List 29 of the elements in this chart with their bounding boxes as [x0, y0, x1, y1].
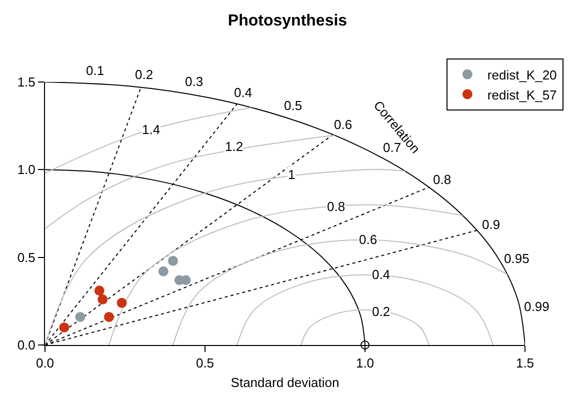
- y-tick-label: 0.5: [17, 250, 36, 265]
- x-tick-label: 0.5: [196, 356, 214, 371]
- annotation: 0.1: [86, 63, 104, 78]
- annotation: 0.6: [359, 232, 378, 247]
- annotation: 0.8: [327, 199, 346, 214]
- annotation: 0.95: [504, 251, 530, 266]
- annotation: 0.4: [372, 267, 390, 282]
- x-tick-label: 0.0: [36, 356, 54, 371]
- y-tick-label: 1.5: [17, 74, 36, 90]
- legend-label: redist_K_57: [487, 87, 557, 102]
- annotation: 1: [288, 167, 296, 182]
- annotation: 0.2: [135, 67, 154, 82]
- annotation: 0.3: [185, 74, 204, 89]
- annotation: 0.9: [482, 217, 500, 232]
- annotation: 0.2: [372, 304, 390, 319]
- y-tick-label: 0.0: [17, 338, 36, 353]
- x-tick-label: 1.0: [356, 356, 374, 371]
- annotation: 0.99: [524, 299, 550, 314]
- annotation: 0.4: [234, 85, 252, 100]
- x-axis-title: Standard deviation: [230, 375, 340, 390]
- y-tick-label: 1.0: [17, 162, 36, 178]
- chart-title: Photosynthesis: [228, 12, 348, 30]
- annotation: 0.5: [284, 98, 302, 113]
- annotation: 1.4: [142, 122, 160, 137]
- annotation: 0.8: [433, 172, 452, 187]
- annotation: 1.2: [225, 139, 244, 154]
- x-tick-label: 1.5: [516, 356, 534, 371]
- annotation: 0.6: [334, 117, 352, 132]
- legend-label: redist_K_20: [487, 67, 557, 82]
